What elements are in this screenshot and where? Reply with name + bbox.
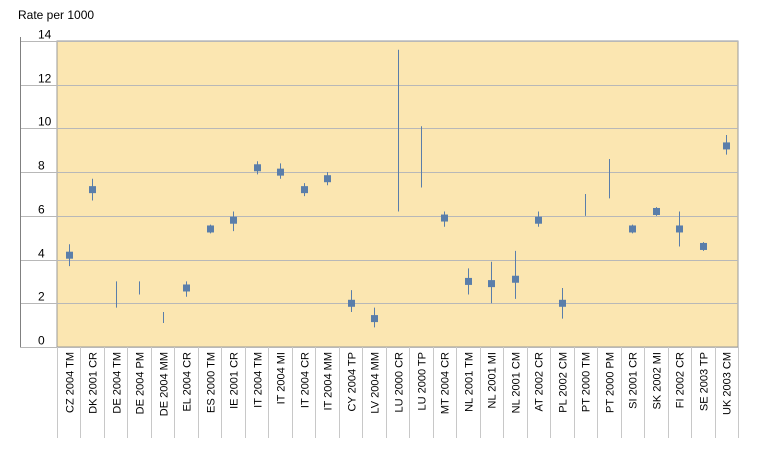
y-tick-label: 14 [38,28,52,42]
point-marker [676,225,683,233]
category-label: SK 2002 MI [652,352,664,409]
point-marker [207,225,214,233]
point-marker [183,284,190,292]
category-label: PL 2002 CM [558,352,570,413]
category-label: SE 2003 TP [699,352,711,411]
gridlines [20,37,738,348]
category-label: DK 2001 CR [88,352,100,414]
category-label: LV 2004 MM [370,352,382,414]
plot-area [56,40,739,348]
point-marker [66,251,73,259]
category-label: ES 2000 TM [206,352,218,413]
point-marker [723,142,730,150]
category-label: FI 2002 CR [675,352,687,408]
point-marker [535,216,542,224]
category-label: IT 2004 MI [276,352,288,404]
category-label: LU 2000 TP [417,352,429,411]
category-labels: CZ 2004 TM DK 2001 CR DE 2004 TM DE 2004 PM… [57,347,739,438]
point-marker [301,186,308,194]
point-marker [465,277,472,285]
point-marker [559,299,566,307]
y-tick-label: 6 [38,203,45,217]
category-label: IT 2004 TM [253,352,265,408]
point-marker [700,242,707,250]
category-label: UK 2003 CM [722,352,734,415]
y-tick-label: 4 [38,247,45,261]
point-markers [66,142,730,323]
category-label: PT 2000 PM [605,352,617,413]
category-label: CZ 2004 TM [65,352,77,413]
y-tick-label: 8 [38,159,45,173]
point-marker [371,315,378,323]
category-label: DE 2004 MM [159,352,171,416]
y-axis-ticks: 0 2 4 6 8 10 12 14 [38,28,52,348]
point-marker [512,275,519,283]
y-tick-label: 10 [38,115,52,129]
category-label: NL 2001 TM [464,352,476,412]
category-label: PT 2000 TM [581,352,593,412]
y-tick-label: 12 [38,72,52,86]
category-label: LU 2000 CR [394,352,406,413]
point-marker [629,225,636,233]
category-label: IT 2004 MM [323,352,335,411]
point-marker [89,186,96,194]
category-label: IE 2001 CR [229,352,241,409]
point-marker [441,214,448,222]
point-marker [230,216,237,224]
category-label: NL 2001 MI [487,352,499,408]
point-marker [324,175,331,183]
category-label: AT 2002 CR [534,352,546,412]
point-marker [277,168,284,176]
category-label: SI 2001 CR [628,352,640,409]
category-label: IT 2004 CR [300,352,312,408]
point-marker [254,164,261,172]
category-label: DE 2004 PM [135,352,147,414]
category-label: DE 2004 TM [112,352,124,414]
category-label: CY 2004 TP [347,352,359,412]
category-label: MT 2004 CR [440,352,452,414]
y-tick-label: 2 [38,290,45,304]
point-marker [348,299,355,307]
category-label: NL 2001 CM [511,352,523,413]
point-marker [653,207,660,215]
y-tick-label: 0 [38,334,45,348]
category-label: EL 2004 CR [182,352,194,412]
point-marker [488,280,495,288]
y-axis-label: Rate per 1000 [18,8,94,22]
